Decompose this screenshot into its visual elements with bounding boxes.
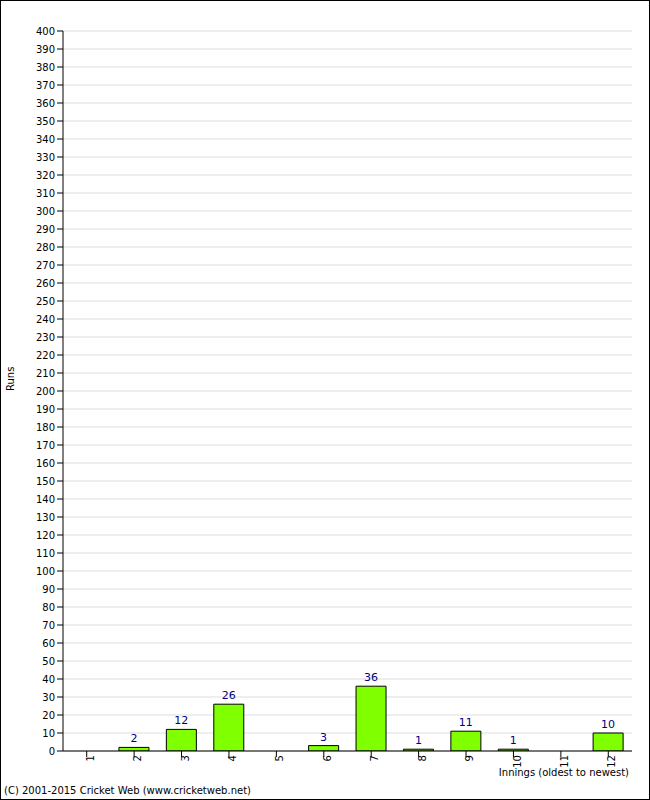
svg-text:390: 390 [36, 44, 55, 55]
svg-text:10: 10 [601, 718, 615, 731]
svg-text:290: 290 [36, 224, 55, 235]
svg-text:20: 20 [42, 710, 55, 721]
svg-text:300: 300 [36, 206, 55, 217]
svg-text:270: 270 [36, 260, 55, 271]
svg-text:1: 1 [510, 734, 517, 747]
svg-text:150: 150 [36, 476, 55, 487]
svg-text:180: 180 [36, 422, 55, 433]
svg-text:330: 330 [36, 152, 55, 163]
svg-text:90: 90 [42, 584, 55, 595]
svg-text:190: 190 [36, 404, 55, 415]
svg-text:3: 3 [180, 755, 191, 761]
svg-text:100: 100 [36, 566, 55, 577]
svg-text:70: 70 [42, 620, 55, 631]
svg-text:140: 140 [36, 494, 55, 505]
svg-text:370: 370 [36, 80, 55, 91]
html-text:Runs: Runs [5, 366, 16, 391]
svg-text:10: 10 [512, 755, 523, 768]
svg-text:4: 4 [227, 755, 238, 761]
svg-text:12: 12 [606, 755, 617, 768]
svg-text:340: 340 [36, 134, 55, 145]
svg-text:80: 80 [42, 602, 55, 613]
svg-text:210: 210 [36, 368, 55, 379]
svg-text:250: 250 [36, 296, 55, 307]
svg-text:240: 240 [36, 314, 55, 325]
svg-text:9: 9 [464, 755, 475, 761]
svg-text:6: 6 [322, 755, 333, 761]
svg-text:380: 380 [36, 62, 55, 73]
svg-text:2: 2 [132, 755, 143, 761]
svg-text:0: 0 [49, 746, 55, 757]
svg-text:310: 310 [36, 188, 55, 199]
svg-text:110: 110 [36, 548, 55, 559]
svg-text:130: 130 [36, 512, 55, 523]
svg-text:3: 3 [320, 731, 327, 744]
svg-text:7: 7 [369, 755, 380, 761]
svg-text:11: 11 [459, 716, 473, 729]
svg-text:160: 160 [36, 458, 55, 469]
html-text:(C) 2001-2015 Cricket Web (www: (C) 2001-2015 Cricket Web (www.cricketwe… [4, 785, 251, 796]
svg-text:60: 60 [42, 638, 55, 649]
svg-text:400: 400 [36, 26, 55, 37]
html-text:Innings (oldest to newest): Innings (oldest to newest) [498, 767, 629, 778]
svg-text:11: 11 [559, 755, 570, 768]
svg-text:30: 30 [42, 692, 55, 703]
svg-text:50: 50 [42, 656, 55, 667]
svg-text:26: 26 [222, 689, 236, 702]
svg-text:260: 260 [36, 278, 55, 289]
svg-text:36: 36 [364, 671, 378, 684]
svg-text:10: 10 [42, 728, 55, 739]
svg-text:320: 320 [36, 170, 55, 181]
svg-text:220: 220 [36, 350, 55, 361]
svg-text:360: 360 [36, 98, 55, 109]
svg-text:1: 1 [415, 734, 422, 747]
svg-text:40: 40 [42, 674, 55, 685]
svg-text:2: 2 [130, 732, 137, 745]
svg-text:280: 280 [36, 242, 55, 253]
svg-text:12: 12 [174, 714, 188, 727]
svg-text:1: 1 [85, 755, 96, 761]
svg-text:8: 8 [417, 755, 428, 761]
svg-text:120: 120 [36, 530, 55, 541]
svg-text:350: 350 [36, 116, 55, 127]
svg-text:230: 230 [36, 332, 55, 343]
svg-text:170: 170 [36, 440, 55, 451]
svg-text:200: 200 [36, 386, 55, 397]
svg-text:5: 5 [274, 755, 285, 761]
